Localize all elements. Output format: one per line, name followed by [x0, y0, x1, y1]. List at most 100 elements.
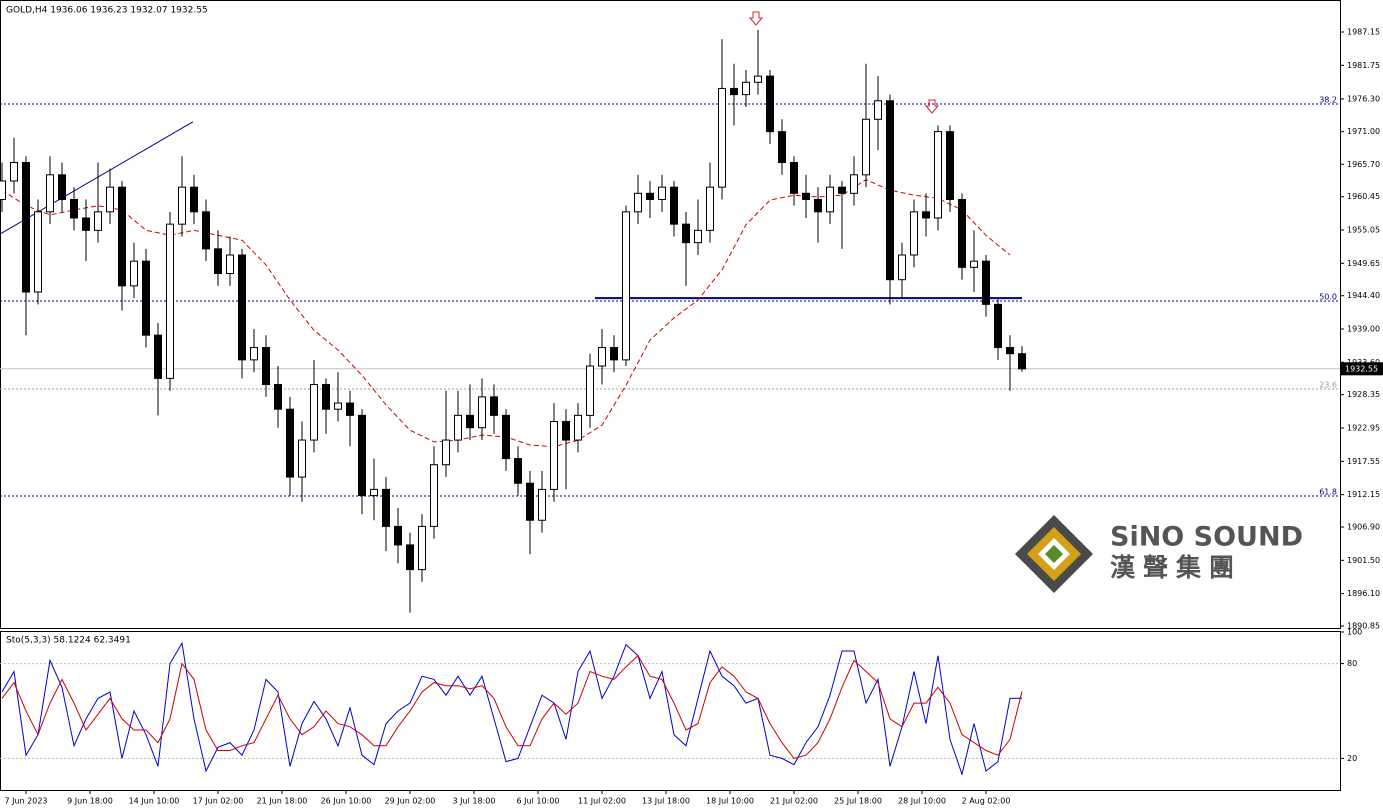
candle-body: [694, 229, 702, 244]
candle-body: [910, 211, 918, 256]
candle-body: [34, 211, 42, 293]
candle-body: [250, 347, 258, 361]
candle-body: [718, 87, 726, 188]
x-tick-label: 26 Jun 10:00: [321, 797, 372, 806]
y-tick-label: 1971.00: [1347, 127, 1380, 136]
x-tick-label: 3 Jul 18:00: [453, 797, 496, 806]
candle-body: [310, 384, 318, 441]
logo-name: SiNO SOUND: [1110, 522, 1303, 553]
candle-body: [802, 192, 810, 200]
candle-body: [70, 198, 78, 219]
x-tick-label: 14 Jun 10:00: [129, 797, 180, 806]
candle-body: [874, 100, 882, 120]
candle-body: [838, 186, 846, 194]
x-tick-label: 17 Jun 02:00: [193, 797, 244, 806]
candle-body: [142, 260, 150, 336]
last-price-label: 1932.55: [1345, 364, 1378, 373]
candle-body: [286, 408, 294, 478]
candle-body: [202, 211, 210, 250]
main-panel-frame: [0, 0, 1341, 629]
candle-body: [958, 198, 966, 268]
candle-body: [754, 75, 762, 83]
candle-body: [778, 131, 786, 163]
y-tick-label: 1901.50: [1347, 556, 1380, 565]
candle-body: [886, 100, 894, 281]
candle-body: [970, 260, 978, 268]
x-tick-label: 11 Jul 02:00: [578, 797, 626, 806]
x-tick-label: 7 Jun 2023: [4, 797, 47, 806]
candle-body: [322, 384, 330, 410]
candle-body: [226, 254, 234, 275]
candle-body: [10, 161, 18, 182]
x-tick-label: 2 Aug 02:00: [962, 797, 1011, 806]
candle-body: [634, 192, 642, 213]
down-arrow: [748, 11, 764, 26]
candle-body: [118, 186, 126, 287]
candle-body: [934, 131, 942, 219]
candle-body: [586, 365, 594, 416]
candle-body: [82, 217, 90, 231]
candle-body: [574, 414, 582, 441]
indicator-panel-frame: [0, 631, 1341, 791]
y-tick-label: 1890.85: [1347, 622, 1380, 631]
x-tick-label: 28 Jul 10:00: [898, 797, 946, 806]
x-tick-label: 9 Jun 18:00: [67, 797, 113, 806]
candle-body: [946, 131, 954, 200]
x-tick-label: 6 Jul 10:00: [517, 797, 560, 806]
candle-body: [46, 174, 54, 213]
down-arrow: [924, 99, 940, 114]
candle-body: [478, 396, 486, 429]
y-tick-label: 80: [1347, 659, 1357, 668]
candle-body: [274, 384, 282, 410]
y-tick-label: 1949.65: [1347, 259, 1380, 268]
candle-body: [466, 414, 474, 429]
candle-body: [0, 180, 6, 200]
y-tick-label: 1944.40: [1347, 291, 1380, 300]
y-tick-label: 1981.75: [1347, 61, 1380, 70]
candle-body: [214, 248, 222, 275]
candle-body: [526, 482, 534, 521]
logo-chinese: 漢聲集團: [1110, 553, 1242, 582]
candle-body: [1006, 347, 1014, 355]
candle-body: [334, 402, 342, 410]
candle-body: [670, 186, 678, 225]
y-tick-label: 1928.35: [1347, 390, 1380, 399]
last-price-box: [1341, 362, 1383, 376]
x-tick-label: 25 Jul 18:00: [834, 797, 882, 806]
y-tick-label: 1896.10: [1347, 589, 1380, 598]
candle-body: [370, 488, 378, 497]
stochastic-line: [1, 654, 1023, 759]
stochastic-line: [1, 641, 1023, 776]
candle-body: [190, 186, 198, 213]
fib-level-label: 61.8: [1319, 487, 1337, 496]
candle-body: [862, 118, 870, 176]
candle-body: [706, 186, 714, 231]
candle-body: [538, 488, 546, 521]
trend-line: [0, 121, 194, 235]
y-tick-label: 1939.00: [1347, 325, 1380, 334]
candle-body: [418, 525, 426, 571]
candle-body: [358, 414, 366, 497]
candle-body: [154, 334, 162, 379]
candle-body: [898, 254, 906, 281]
candle-body: [430, 464, 438, 527]
candle-body: [238, 254, 246, 361]
signal-arrow: [748, 11, 940, 114]
fib-level-label: 23.6: [1319, 381, 1337, 390]
logo-diamond-core: [1045, 545, 1063, 563]
candle-body: [766, 75, 774, 133]
x-tick-label: 13 Jul 18:00: [642, 797, 690, 806]
y-tick-label: 1965.70: [1347, 160, 1380, 169]
x-tick-label: 29 Jun 02:00: [385, 797, 436, 806]
candle-body: [742, 81, 750, 96]
y-tick-label: 100: [1347, 628, 1362, 637]
candle-body: [490, 396, 498, 416]
x-tick-label: 21 Jul 02:00: [770, 797, 818, 806]
indicator-title: Sto(5,3,3) 58.1224 62.3491: [6, 636, 131, 646]
candle-body: [610, 347, 618, 361]
candle-body: [442, 439, 450, 466]
logo: SiNO SOUND 漢聲集團: [1015, 515, 1303, 593]
fib-level-label: 38.2: [1319, 95, 1337, 104]
